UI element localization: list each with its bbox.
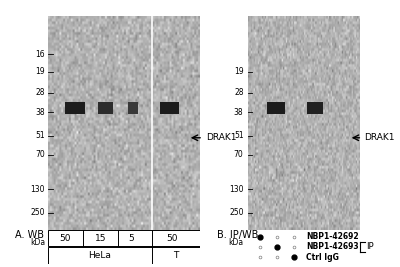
Text: 38: 38 <box>35 108 45 117</box>
Text: 15: 15 <box>95 234 106 243</box>
Text: DRAK1: DRAK1 <box>206 133 236 142</box>
Text: 38: 38 <box>234 108 244 117</box>
Text: Ctrl IgG: Ctrl IgG <box>306 253 339 262</box>
Text: kDa: kDa <box>30 238 45 247</box>
Text: 250: 250 <box>30 208 45 217</box>
Text: NBP1-42692: NBP1-42692 <box>306 232 358 241</box>
Text: 50: 50 <box>166 234 178 243</box>
Text: 70: 70 <box>234 150 244 159</box>
Text: T: T <box>173 251 178 260</box>
Text: 28: 28 <box>234 88 244 97</box>
Text: DRAK1: DRAK1 <box>364 133 395 142</box>
Text: 28: 28 <box>36 88 45 97</box>
Bar <box>128 102 138 114</box>
Bar <box>160 102 180 114</box>
Text: 51: 51 <box>35 131 45 140</box>
Text: 70: 70 <box>35 150 45 159</box>
Bar <box>48 230 200 246</box>
Text: B. IP/WB: B. IP/WB <box>217 230 258 240</box>
Text: A. WB: A. WB <box>14 230 44 240</box>
Bar <box>307 102 323 114</box>
Bar <box>66 102 85 114</box>
Text: NBP1-42693: NBP1-42693 <box>306 242 358 252</box>
Text: 250: 250 <box>229 208 244 217</box>
Text: 130: 130 <box>229 184 244 194</box>
Text: IP: IP <box>366 242 374 252</box>
Text: 5: 5 <box>129 234 134 243</box>
Text: HeLa: HeLa <box>88 251 111 260</box>
Bar <box>48 247 200 264</box>
Text: 19: 19 <box>35 67 45 76</box>
Text: 16: 16 <box>35 50 45 59</box>
Text: 51: 51 <box>234 131 244 140</box>
Bar <box>267 102 285 114</box>
Bar <box>98 102 113 114</box>
Text: 19: 19 <box>234 67 244 76</box>
Text: 50: 50 <box>60 234 71 243</box>
Text: kDa: kDa <box>228 238 244 247</box>
Text: 130: 130 <box>30 184 45 194</box>
